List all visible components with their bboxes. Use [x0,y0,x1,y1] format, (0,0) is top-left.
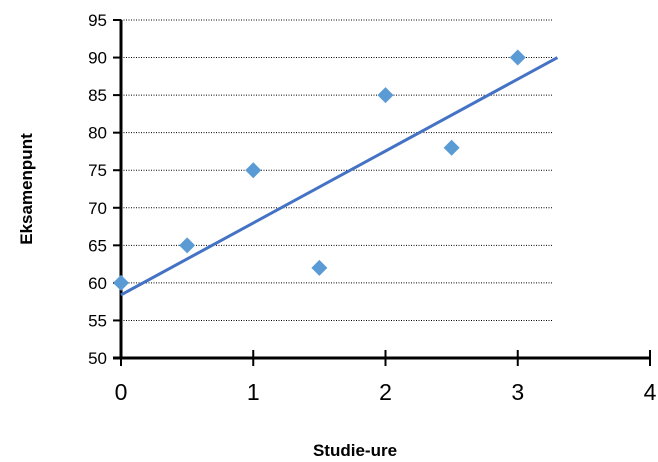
x-tick-label-3: 3 [511,379,524,405]
y-tick-label-95: 95 [88,11,107,30]
y-tick-label-80: 80 [88,124,107,143]
x-tick-labels: 0 1 2 3 4 [115,379,657,405]
y-tick-labels: 50 55 60 65 70 75 80 85 90 95 [88,11,107,368]
gridlines [121,19,552,321]
y-tick-label-55: 55 [88,311,107,330]
y-tick-label-50: 50 [88,349,107,368]
y-tick-label-70: 70 [88,199,107,218]
data-point-1 [179,237,196,254]
y-tick-label-90: 90 [88,49,107,68]
y-tick-label-65: 65 [88,236,107,255]
y-tick-label-75: 75 [88,161,107,180]
x-tick-label-4: 4 [644,379,657,405]
y-axis-title: Eksamenpunt [17,133,36,245]
data-point-0 [113,274,129,291]
y-tick-label-60: 60 [88,274,107,293]
data-point-6 [509,49,526,66]
trendline [120,56,559,297]
data-point-5 [443,139,460,156]
data-point-4 [377,87,394,104]
y-tick-label-85: 85 [88,86,107,105]
x-tick-label-2: 2 [379,379,392,405]
data-point-3 [311,259,328,276]
x-tick-label-0: 0 [115,379,128,405]
data-point-2 [245,162,262,179]
data-points [113,49,526,291]
x-axis-title: Studie-ure [313,441,397,460]
axes [113,19,651,366]
x-tick-label-1: 1 [247,379,260,405]
trendline-group [120,56,559,297]
